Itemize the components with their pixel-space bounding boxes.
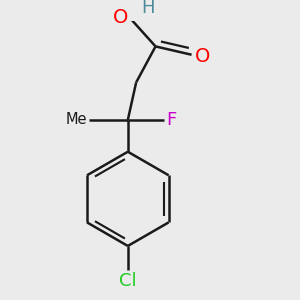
Text: F: F bbox=[166, 111, 176, 129]
Text: Me: Me bbox=[65, 112, 87, 128]
Text: H: H bbox=[142, 0, 155, 17]
Text: Cl: Cl bbox=[119, 272, 136, 290]
Text: O: O bbox=[195, 46, 210, 66]
Text: O: O bbox=[112, 8, 128, 27]
